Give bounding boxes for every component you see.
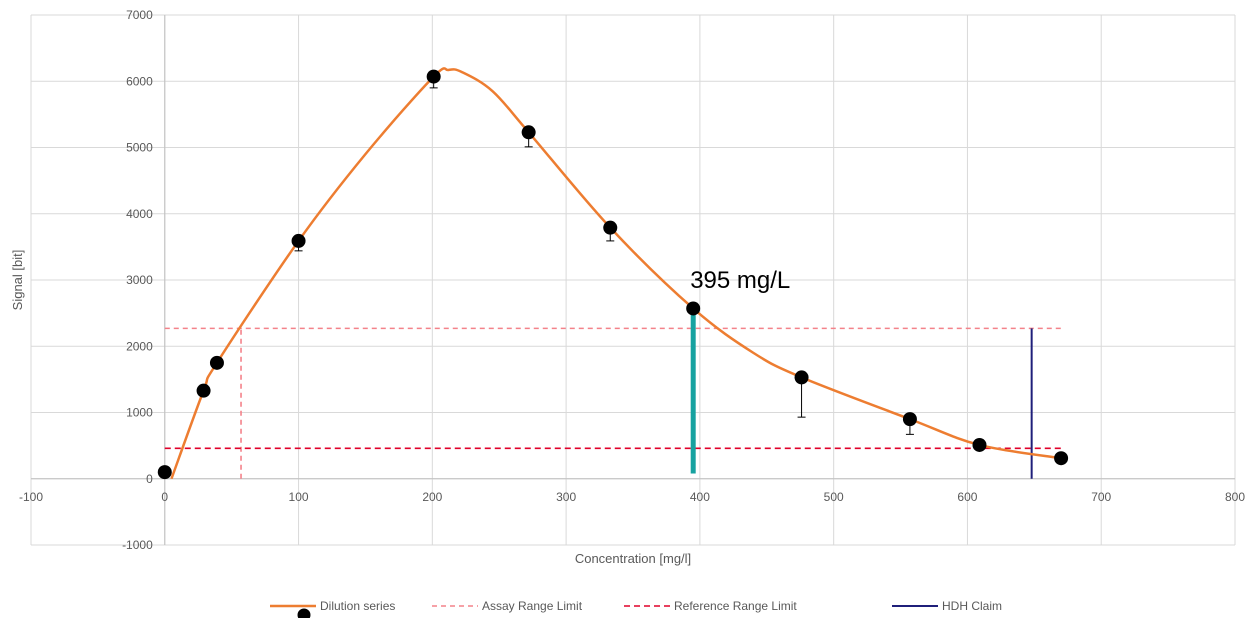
legend-label: Reference Range Limit <box>674 599 797 613</box>
data-point <box>794 370 809 385</box>
error-bars <box>294 76 914 435</box>
legend-label: Assay Range Limit <box>482 599 583 613</box>
y-tick-label: 1000 <box>126 406 153 420</box>
data-point <box>972 437 987 452</box>
points <box>157 69 1069 480</box>
x-tick-label: 700 <box>1091 490 1111 504</box>
annotation-label: 395 mg/L <box>690 267 790 294</box>
grid <box>30 14 1236 546</box>
y-tick-label: 7000 <box>126 8 153 22</box>
series-lines <box>164 327 1062 479</box>
data-point <box>603 220 618 235</box>
x-tick-labels: -100 0 100 200 300 400 500 600 700 800 <box>19 490 1245 504</box>
y-tick-labels: -1000 0 1000 2000 3000 4000 5000 6000 7000 <box>122 8 153 552</box>
x-tick-label: 100 <box>289 490 309 504</box>
legend-label: Dilution series <box>320 599 395 613</box>
dilution-series-curve <box>170 67 1062 480</box>
x-tick-label: 0 <box>161 490 168 504</box>
data-point <box>686 301 701 316</box>
x-tick-label: 200 <box>422 490 442 504</box>
data-point <box>291 233 306 248</box>
y-tick-label: -1000 <box>122 538 153 552</box>
y-tick-label: 0 <box>146 472 153 486</box>
data-point <box>902 412 917 427</box>
y-tick-label: 6000 <box>126 74 153 88</box>
y-tick-label: 5000 <box>126 141 153 155</box>
x-tick-label: 800 <box>1225 490 1245 504</box>
y-tick-label: 3000 <box>126 273 153 287</box>
x-tick-label: 500 <box>824 490 844 504</box>
y-axis-title: Signal [bit] <box>10 250 25 311</box>
curve-layer <box>170 67 1062 480</box>
legend-label: HDH Claim <box>942 599 1002 613</box>
y-tick-label: 2000 <box>126 339 153 353</box>
x-tick-label: -100 <box>19 490 43 504</box>
y-tick-label: 4000 <box>126 207 153 221</box>
data-point <box>157 465 172 480</box>
x-axis-title: Concentration [mg/l] <box>575 551 691 566</box>
data-point <box>521 125 536 140</box>
data-point <box>1054 451 1069 466</box>
x-tick-label: 400 <box>690 490 710 504</box>
data-point <box>426 69 441 84</box>
data-point <box>196 383 211 398</box>
legend-marker <box>297 608 311 618</box>
legend: Dilution series Assay Range Limit Referenc… <box>270 599 1002 618</box>
x-tick-label: 600 <box>957 490 977 504</box>
data-point <box>209 355 224 370</box>
x-tick-label: 300 <box>556 490 576 504</box>
